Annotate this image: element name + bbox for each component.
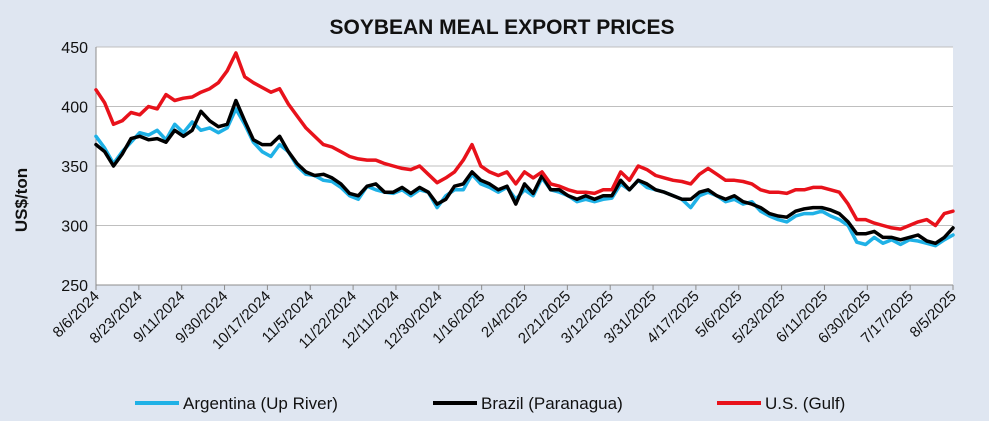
legend-label: Brazil (Paranagua) xyxy=(481,394,623,413)
legend-label: Argentina (Up River) xyxy=(183,394,338,413)
y-tick-label: 350 xyxy=(61,159,88,176)
y-tick-labels: 250 300 350 400 450 xyxy=(61,40,88,295)
legend: Argentina (Up River) Brazil (Paranagua) U.… xyxy=(135,394,845,413)
y-tick-label: 250 xyxy=(61,278,88,295)
y-tick-label: 300 xyxy=(61,219,88,236)
series-line-2 xyxy=(94,98,955,246)
series-lines xyxy=(94,51,955,248)
y-tick-label: 400 xyxy=(61,100,88,117)
y-tick-label: 450 xyxy=(61,40,88,57)
y-axis-label: US$/ton xyxy=(12,168,31,232)
chart-title: SOYBEAN MEAL EXPORT PRICES xyxy=(329,16,674,39)
series-line-3 xyxy=(94,51,955,231)
series-line-1 xyxy=(94,107,955,248)
legend-label: U.S. (Gulf) xyxy=(765,394,845,413)
